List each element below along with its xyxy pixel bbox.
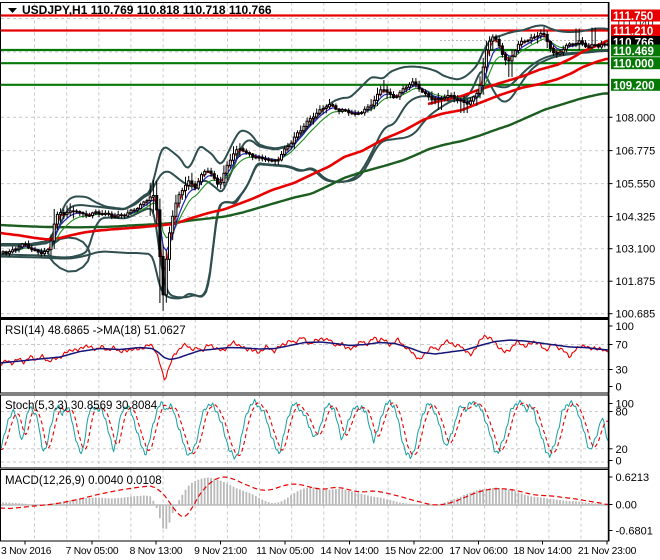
svg-text:111.750: 111.750 <box>613 11 653 23</box>
svg-text:9 Nov 21:00: 9 Nov 21:00 <box>194 546 247 557</box>
svg-text:18 Nov 14:00: 18 Nov 14:00 <box>513 546 572 557</box>
svg-text:14 Nov 14:00: 14 Nov 14:00 <box>320 546 379 557</box>
svg-text:80: 80 <box>616 407 628 419</box>
svg-text:0: 0 <box>616 456 622 468</box>
svg-text:21 Nov 23:00: 21 Nov 23:00 <box>578 546 637 557</box>
svg-text:15 Nov 22:00: 15 Nov 22:00 <box>385 546 444 557</box>
svg-text:101.875: 101.875 <box>616 276 656 288</box>
svg-text:106.775: 106.775 <box>616 146 656 158</box>
svg-text:30: 30 <box>616 365 628 377</box>
svg-text:100: 100 <box>616 399 634 411</box>
svg-text:70: 70 <box>616 340 628 352</box>
svg-text:100.685: 100.685 <box>616 309 656 321</box>
svg-text:RSI(14) 48.6865 ->MA(18) 51.0: RSI(14) 48.6865 ->MA(18) 51.0627 <box>5 325 186 337</box>
svg-text:108.000: 108.000 <box>616 112 656 124</box>
svg-text:104.325: 104.325 <box>616 212 656 224</box>
svg-text:11 Nov 05:00: 11 Nov 05:00 <box>256 546 314 557</box>
svg-text:8 Nov 13:00: 8 Nov 13:00 <box>130 546 183 557</box>
svg-text:109.200: 109.200 <box>613 80 655 92</box>
svg-text:110.469: 110.469 <box>613 46 654 58</box>
svg-text:Stoch(5,3,3) 30.8569 30.8084: Stoch(5,3,3) 30.8569 30.8084 <box>5 400 158 412</box>
svg-text:20: 20 <box>616 444 628 456</box>
svg-text:MACD(12,26,9) 0.0040 0.0108: MACD(12,26,9) 0.0040 0.0108 <box>5 475 162 487</box>
svg-text:USDJPY,H1 110.769 110.818 110: USDJPY,H1 110.769 110.818 110.718 110.76… <box>22 3 272 17</box>
svg-text:17 Nov 06:00: 17 Nov 06:00 <box>449 546 508 557</box>
svg-text:0.6213: 0.6213 <box>616 472 650 484</box>
svg-text:103.100: 103.100 <box>616 244 656 256</box>
svg-text:3 Nov 2016: 3 Nov 2016 <box>1 546 52 557</box>
svg-text:100: 100 <box>616 321 634 333</box>
svg-text:0.00: 0.00 <box>616 500 637 512</box>
svg-text:111.210: 111.210 <box>613 26 653 38</box>
svg-text:105.550: 105.550 <box>616 179 656 191</box>
svg-text:-0.6801: -0.6801 <box>616 526 653 538</box>
svg-text:7 Nov 05:00: 7 Nov 05:00 <box>66 546 119 557</box>
svg-text:110.000: 110.000 <box>613 59 654 71</box>
svg-text:0: 0 <box>616 382 622 394</box>
